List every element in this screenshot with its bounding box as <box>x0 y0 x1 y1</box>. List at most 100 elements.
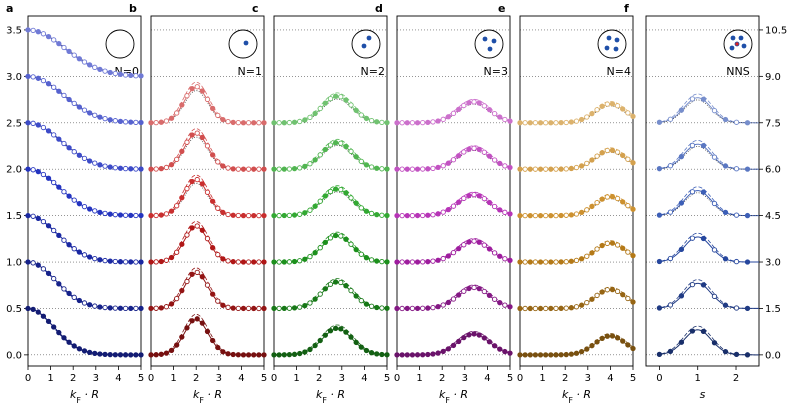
data-point <box>286 166 293 172</box>
data-point <box>297 211 303 217</box>
inset-circle <box>474 29 504 59</box>
data-point <box>384 119 390 126</box>
data-point <box>558 352 564 358</box>
x-axis-label-tail: · R <box>327 388 345 401</box>
data-point <box>199 274 206 280</box>
x-tick-label: 5 <box>384 373 390 384</box>
data-point <box>461 334 467 341</box>
x-tick-label: 2 <box>733 373 739 384</box>
data-point <box>102 304 108 311</box>
data-point <box>122 119 129 125</box>
x-tick-label: 0 <box>148 373 154 384</box>
series-dotted <box>28 122 141 170</box>
x-axis-label-tail: · R <box>573 388 591 401</box>
data-point <box>502 163 508 169</box>
data-point <box>286 352 293 358</box>
data-point <box>476 100 482 106</box>
data-point <box>35 215 41 222</box>
data-point <box>307 161 313 167</box>
data-point <box>563 212 569 218</box>
data-point <box>153 352 159 358</box>
series-dashed <box>27 75 142 123</box>
x-axis-label: kF · R <box>439 388 468 405</box>
data-point <box>291 351 298 357</box>
data-point <box>179 102 185 108</box>
data-point <box>543 352 549 358</box>
data-point <box>384 352 390 358</box>
data-point <box>128 259 134 265</box>
data-point <box>86 110 93 116</box>
data-point <box>117 118 124 125</box>
data-point <box>25 120 31 126</box>
data-point <box>76 297 83 304</box>
data-point <box>163 304 170 310</box>
data-point <box>107 69 113 76</box>
data-point <box>256 212 262 219</box>
data-point <box>522 212 528 219</box>
data-point <box>466 146 472 152</box>
data-point <box>66 242 72 248</box>
y-tick-label-right: 10.5 <box>765 25 787 36</box>
data-point <box>107 117 113 123</box>
data-point <box>133 166 139 172</box>
x-tick-label: 3 <box>93 373 99 384</box>
data-point <box>625 342 631 348</box>
data-point <box>92 112 98 118</box>
data-point <box>481 242 487 248</box>
data-point <box>61 286 67 292</box>
series-dotted <box>661 146 759 170</box>
x-tick-label: 4 <box>484 373 490 384</box>
data-point <box>189 132 195 138</box>
x-tick-label: 2 <box>439 373 445 384</box>
data-point <box>379 351 385 358</box>
data-point <box>543 120 549 126</box>
data-point <box>722 348 729 355</box>
data-point <box>276 259 282 265</box>
data-point <box>51 37 57 43</box>
inset-dot <box>730 35 736 41</box>
data-point <box>466 332 472 338</box>
data-point <box>425 212 431 218</box>
data-point <box>209 337 216 344</box>
data-point <box>261 166 267 172</box>
data-point <box>430 258 436 264</box>
y-tick-label-right: 3.0 <box>765 258 781 269</box>
data-point <box>276 120 282 126</box>
data-point <box>148 305 154 312</box>
data-point <box>455 199 462 205</box>
data-point <box>689 328 696 334</box>
data-point <box>25 166 31 172</box>
data-point <box>343 190 349 196</box>
data-point <box>425 119 431 126</box>
series-line <box>661 190 759 217</box>
data-point <box>471 192 477 198</box>
y-tick-label: 3.5 <box>6 25 22 36</box>
data-point <box>348 241 354 247</box>
data-point <box>450 249 457 256</box>
data-point <box>604 101 610 107</box>
y-tick-label: 2.5 <box>6 118 22 129</box>
data-point <box>568 212 575 218</box>
data-point <box>327 235 334 241</box>
x-tick-label: 3 <box>339 373 345 384</box>
data-point <box>522 305 528 312</box>
data-point <box>153 212 159 219</box>
data-point <box>455 292 462 298</box>
data-point <box>225 258 231 264</box>
data-point <box>445 114 452 120</box>
data-point <box>435 304 441 310</box>
series-dotted <box>661 192 759 216</box>
data-point <box>461 102 467 109</box>
data-point <box>327 328 334 334</box>
series-line <box>151 179 264 217</box>
data-point <box>307 300 313 306</box>
data-point <box>71 246 77 252</box>
data-point <box>630 299 636 305</box>
data-point <box>138 259 144 265</box>
data-point <box>286 119 293 126</box>
data-point <box>353 200 359 206</box>
series-line <box>661 329 759 356</box>
data-point <box>517 120 523 126</box>
data-point <box>394 259 400 265</box>
data-point <box>189 225 195 231</box>
